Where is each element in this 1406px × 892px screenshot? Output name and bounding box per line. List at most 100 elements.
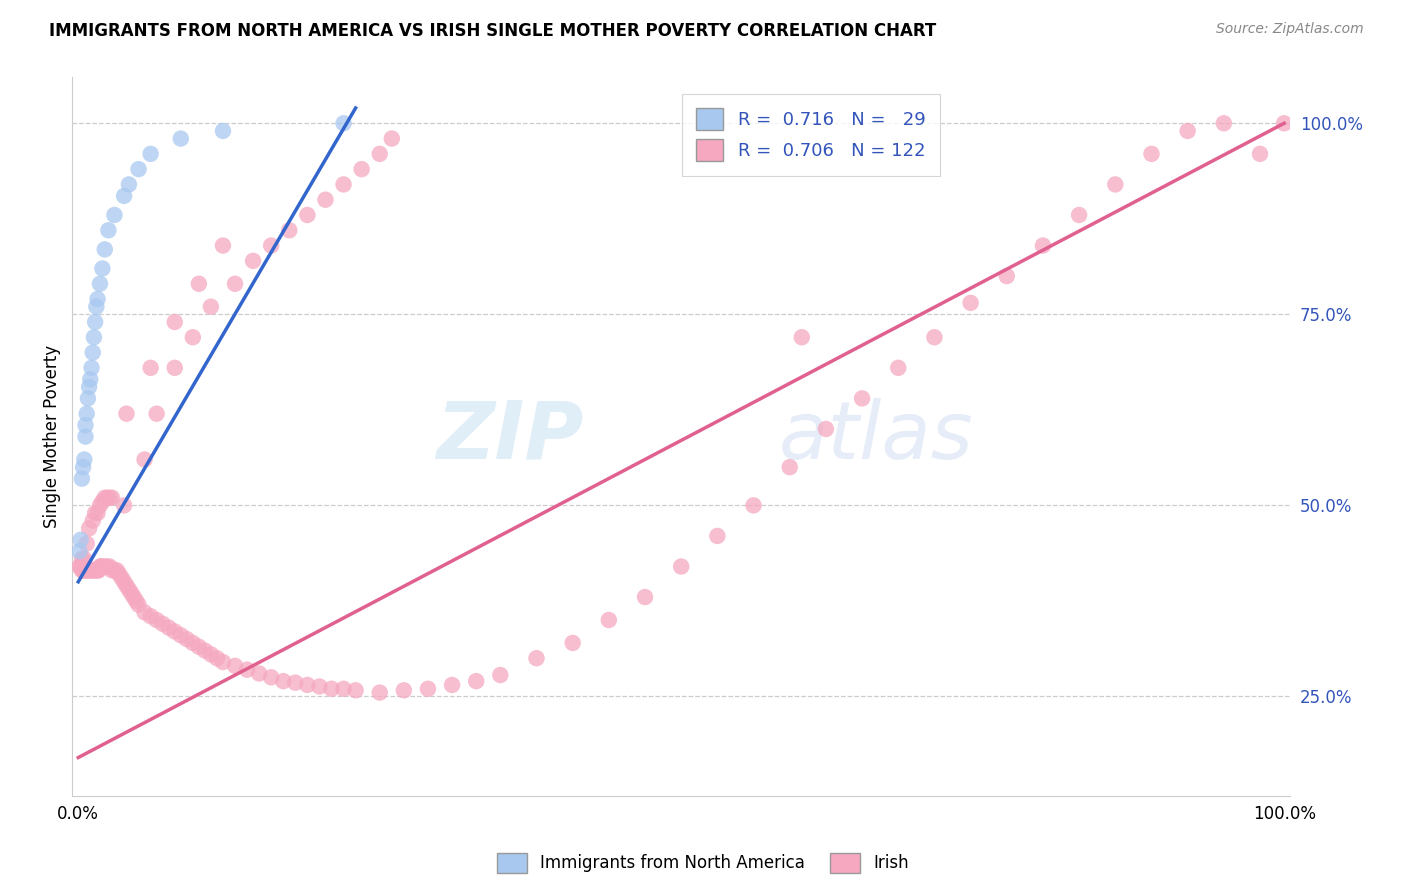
Point — [297, 208, 319, 222]
Point — [887, 360, 910, 375]
Point — [224, 658, 246, 673]
Point — [76, 563, 98, 577]
Point — [73, 452, 96, 467]
Point — [381, 131, 404, 145]
Point — [1032, 238, 1054, 252]
Point — [86, 300, 108, 314]
Point — [77, 563, 100, 577]
Point — [103, 208, 125, 222]
Point — [115, 579, 138, 593]
Point — [112, 574, 135, 589]
Point — [1212, 116, 1234, 130]
Point — [96, 491, 118, 505]
Point — [163, 624, 186, 639]
Point — [139, 609, 162, 624]
Point — [260, 670, 283, 684]
Point — [416, 681, 439, 696]
Point — [181, 330, 204, 344]
Text: Source: ZipAtlas.com: Source: ZipAtlas.com — [1216, 22, 1364, 37]
Point — [157, 621, 180, 635]
Point — [97, 223, 120, 237]
Point — [242, 253, 264, 268]
Point — [91, 261, 114, 276]
Point — [70, 563, 93, 577]
Point — [94, 491, 117, 505]
Point — [69, 559, 91, 574]
Point — [72, 563, 94, 577]
Point — [145, 613, 167, 627]
Point — [139, 146, 162, 161]
Point — [368, 685, 391, 699]
Point — [790, 330, 813, 344]
Point — [75, 429, 97, 443]
Point — [465, 674, 488, 689]
Point — [1069, 208, 1091, 222]
Point — [163, 360, 186, 375]
Point — [70, 472, 93, 486]
Point — [176, 632, 198, 646]
Point — [260, 238, 283, 252]
Point — [122, 590, 145, 604]
Point — [212, 238, 235, 252]
Point — [187, 277, 209, 291]
Point — [278, 223, 301, 237]
Point — [73, 563, 96, 577]
Point — [332, 116, 354, 130]
Point — [851, 392, 873, 406]
Point — [105, 563, 128, 577]
Point — [72, 460, 94, 475]
Point — [1140, 146, 1163, 161]
Point — [200, 300, 222, 314]
Text: IMMIGRANTS FROM NORTH AMERICA VS IRISH SINGLE MOTHER POVERTY CORRELATION CHART: IMMIGRANTS FROM NORTH AMERICA VS IRISH S… — [49, 22, 936, 40]
Point — [77, 563, 100, 577]
Point — [84, 506, 107, 520]
Point — [959, 296, 981, 310]
Point — [82, 345, 104, 359]
Point — [128, 162, 150, 177]
Point — [194, 643, 217, 657]
Point — [561, 636, 583, 650]
Point — [1104, 178, 1126, 192]
Point — [995, 269, 1018, 284]
Point — [98, 491, 121, 505]
Point — [77, 380, 100, 394]
Point — [86, 506, 108, 520]
Point — [308, 680, 330, 694]
Point — [112, 189, 135, 203]
Point — [170, 628, 193, 642]
Point — [368, 146, 391, 161]
Point — [128, 598, 150, 612]
Point — [79, 372, 101, 386]
Point — [83, 330, 105, 344]
Point — [73, 552, 96, 566]
Point — [200, 648, 222, 662]
Point — [87, 563, 110, 577]
Point — [103, 563, 125, 577]
Point — [332, 178, 354, 192]
Point — [236, 663, 259, 677]
Point — [1177, 124, 1199, 138]
Point — [86, 563, 108, 577]
Text: atlas: atlas — [779, 398, 973, 475]
Point — [344, 683, 367, 698]
Point — [96, 559, 118, 574]
Point — [94, 243, 117, 257]
Point — [706, 529, 728, 543]
Point — [152, 616, 174, 631]
Point — [271, 674, 294, 689]
Point — [1249, 146, 1271, 161]
Point — [80, 360, 103, 375]
Point — [75, 563, 97, 577]
Point — [69, 559, 91, 574]
Legend: Immigrants from North America, Irish: Immigrants from North America, Irish — [491, 847, 915, 880]
Point — [212, 655, 235, 669]
Point — [120, 586, 142, 600]
Point — [1272, 116, 1295, 130]
Point — [77, 521, 100, 535]
Point — [297, 678, 319, 692]
Point — [90, 559, 112, 574]
Legend: R =  0.716   N =   29, R =  0.706   N = 122: R = 0.716 N = 29, R = 0.706 N = 122 — [682, 94, 941, 176]
Text: ZIP: ZIP — [436, 398, 583, 475]
Point — [321, 681, 343, 696]
Point — [101, 491, 124, 505]
